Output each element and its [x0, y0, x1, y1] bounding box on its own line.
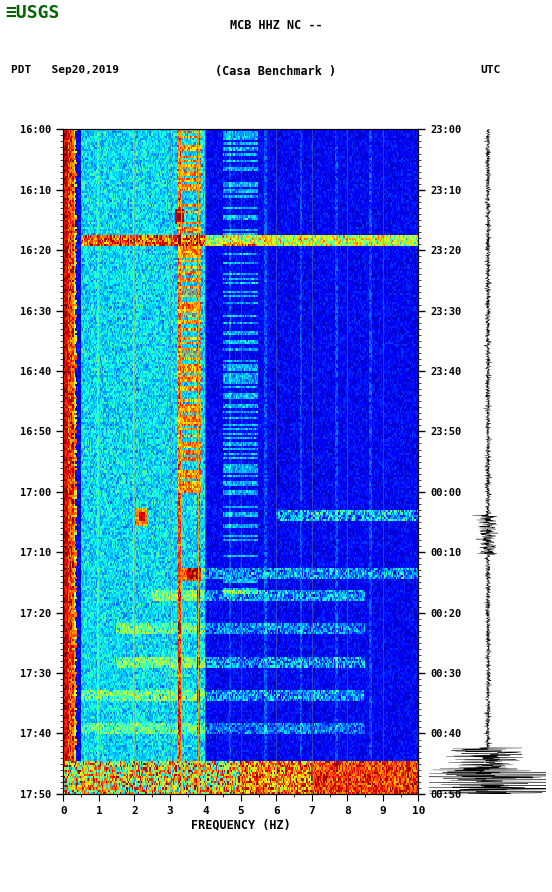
Text: PDT   Sep20,2019: PDT Sep20,2019	[11, 65, 119, 75]
Text: MCB HHZ NC --: MCB HHZ NC --	[230, 20, 322, 32]
Text: ≡USGS: ≡USGS	[6, 4, 60, 22]
Text: UTC: UTC	[480, 65, 501, 75]
Text: (Casa Benchmark ): (Casa Benchmark )	[215, 65, 337, 78]
X-axis label: FREQUENCY (HZ): FREQUENCY (HZ)	[191, 819, 291, 831]
